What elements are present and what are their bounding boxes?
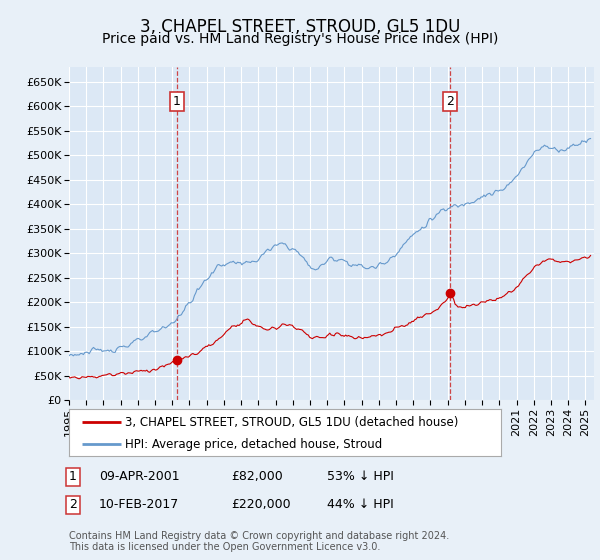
Text: 1: 1 <box>173 95 181 108</box>
Text: 3, CHAPEL STREET, STROUD, GL5 1DU (detached house): 3, CHAPEL STREET, STROUD, GL5 1DU (detac… <box>125 416 458 428</box>
Text: 1: 1 <box>69 470 77 483</box>
Text: 2: 2 <box>69 498 77 511</box>
Text: 53% ↓ HPI: 53% ↓ HPI <box>327 470 394 483</box>
Text: 2: 2 <box>446 95 454 108</box>
Text: 3, CHAPEL STREET, STROUD, GL5 1DU: 3, CHAPEL STREET, STROUD, GL5 1DU <box>140 18 460 36</box>
Text: HPI: Average price, detached house, Stroud: HPI: Average price, detached house, Stro… <box>125 437 382 451</box>
Text: £82,000: £82,000 <box>231 470 283 483</box>
Text: 44% ↓ HPI: 44% ↓ HPI <box>327 498 394 511</box>
Text: Price paid vs. HM Land Registry's House Price Index (HPI): Price paid vs. HM Land Registry's House … <box>102 32 498 46</box>
Text: £220,000: £220,000 <box>231 498 290 511</box>
Text: 10-FEB-2017: 10-FEB-2017 <box>99 498 179 511</box>
Text: Contains HM Land Registry data © Crown copyright and database right 2024.
This d: Contains HM Land Registry data © Crown c… <box>69 531 449 553</box>
Text: 09-APR-2001: 09-APR-2001 <box>99 470 179 483</box>
